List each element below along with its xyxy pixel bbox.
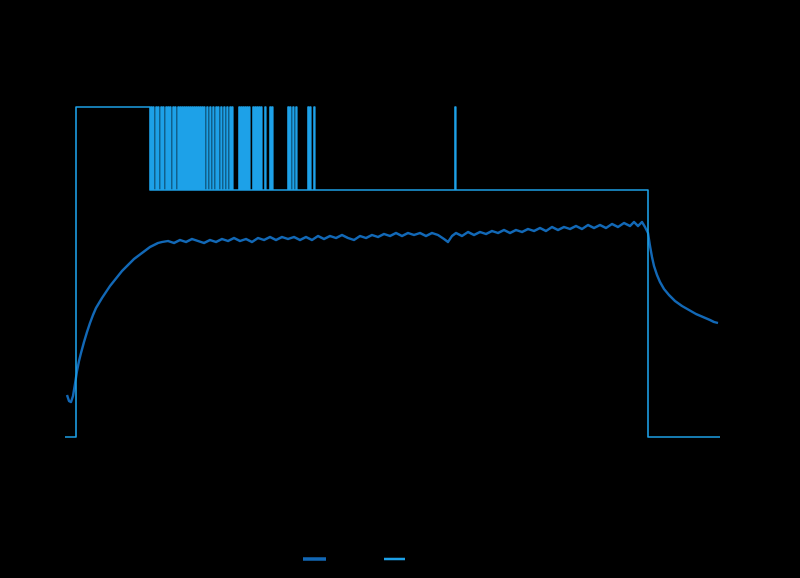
series-light-blue-line <box>65 106 720 438</box>
series-dark-blue-line <box>65 220 719 404</box>
